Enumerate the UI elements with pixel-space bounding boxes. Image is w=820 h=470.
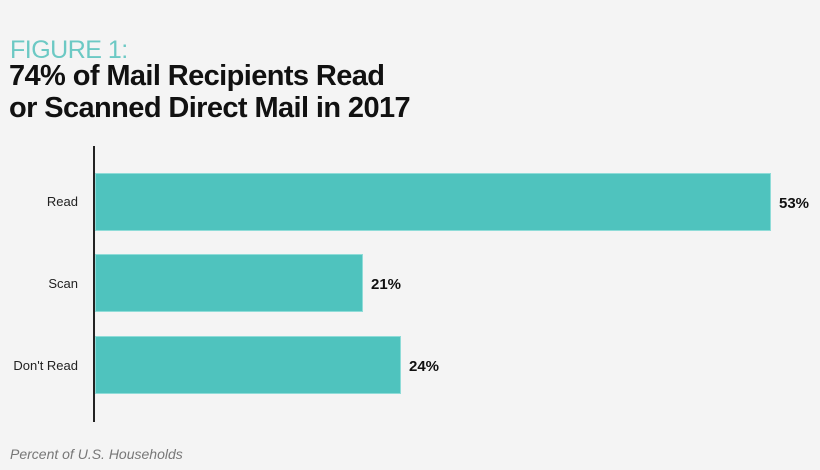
figure-label: FIGURE 1: — [10, 36, 128, 64]
category-label: Scan — [48, 276, 78, 291]
bar-read — [95, 173, 771, 231]
y-axis-line — [93, 146, 95, 422]
footnote: Percent of U.S. Households — [10, 446, 183, 462]
value-label: 53% — [779, 195, 810, 212]
chart-title-line-2: or Scanned Direct Mail in 2017 — [9, 92, 411, 124]
value-label: 24% — [409, 358, 440, 375]
chart-title: 74% of Mail Recipients Read or Scanned D… — [9, 60, 411, 124]
value-label: 21% — [371, 276, 402, 293]
bar-scan — [95, 254, 363, 312]
category-label: Read — [46, 194, 78, 209]
category-label: Don't Read — [13, 358, 78, 373]
chart-title-line-1: 74% of Mail Recipients Read — [9, 60, 385, 92]
bar-dont-read — [95, 336, 401, 394]
